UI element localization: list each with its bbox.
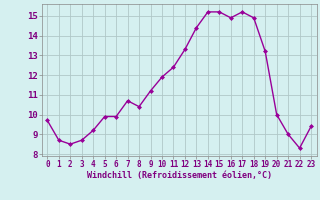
- X-axis label: Windchill (Refroidissement éolien,°C): Windchill (Refroidissement éolien,°C): [87, 171, 272, 180]
